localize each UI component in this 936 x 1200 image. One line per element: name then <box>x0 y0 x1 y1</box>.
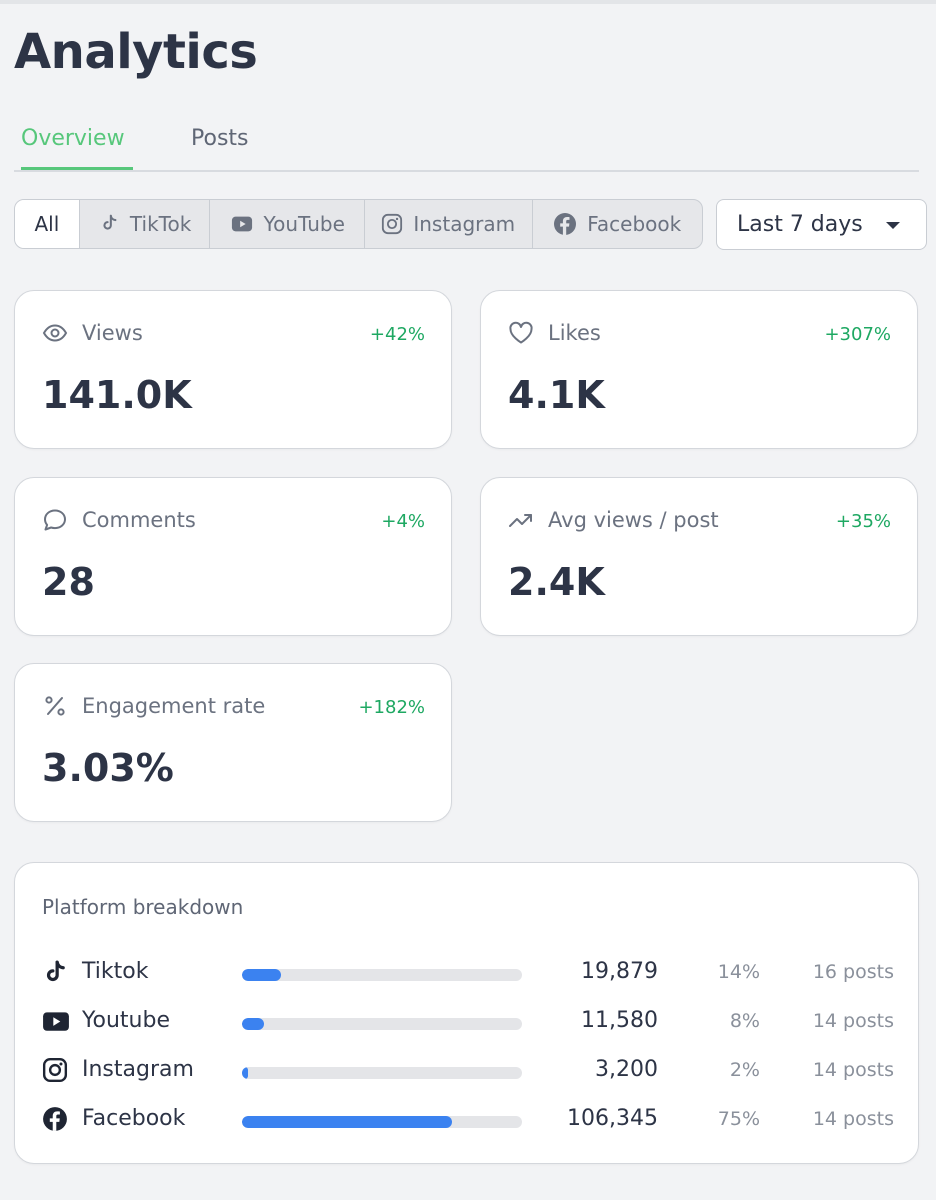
tab-posts[interactable]: Posts <box>191 126 249 151</box>
breakdown-bar-fill <box>242 1116 452 1128</box>
trend-up-icon <box>508 510 534 530</box>
metric-delta: +42% <box>369 324 425 345</box>
breakdown-percent: 75% <box>717 1108 760 1130</box>
comment-icon <box>42 508 68 532</box>
breakdown-count: 11,580 <box>581 1008 658 1033</box>
heart-icon <box>508 321 534 345</box>
breakdown-bar-track <box>242 1067 522 1079</box>
breakdown-percent: 14% <box>717 961 760 983</box>
metric-value: 2.4K <box>508 560 605 604</box>
instagram-icon <box>42 1057 68 1087</box>
metric-label: Likes <box>548 321 601 345</box>
breakdown-percent: 2% <box>729 1059 760 1081</box>
breakdown-count: 3,200 <box>595 1057 658 1082</box>
filter-all-label: All <box>34 212 60 236</box>
filter-youtube-label: YouTube <box>263 212 345 236</box>
filter-instagram[interactable]: Instagram <box>363 200 532 248</box>
caret-down-icon <box>886 222 900 229</box>
breakdown-bar-track <box>242 1116 522 1128</box>
breakdown-bar-fill <box>242 1018 265 1030</box>
breakdown-count: 19,879 <box>581 959 658 984</box>
filter-tiktok-label: TikTok <box>129 212 192 236</box>
breakdown-bar-fill <box>242 969 282 981</box>
facebook-icon <box>42 1106 68 1136</box>
breakdown-row-youtube: Youtube 11,580 8% 14 posts <box>42 1002 894 1042</box>
platform-filter: All TikTok YouTube Instagram Facebook <box>14 199 703 249</box>
metric-label: Avg views / post <box>548 508 719 532</box>
eye-icon <box>42 322 68 344</box>
breakdown-platform-name: Tiktok <box>82 959 149 984</box>
filter-all[interactable]: All <box>15 200 79 248</box>
breakdown-platform-name: Youtube <box>82 1008 170 1033</box>
percent-icon <box>42 695 68 717</box>
breakdown-posts: 14 posts <box>812 1059 894 1081</box>
metric-delta: +4% <box>381 511 425 532</box>
filter-instagram-label: Instagram <box>413 212 516 236</box>
filter-facebook[interactable]: Facebook <box>531 200 703 248</box>
filter-facebook-label: Facebook <box>587 212 682 236</box>
breakdown-row-facebook: Facebook 106,345 75% 14 posts <box>42 1100 894 1140</box>
breakdown-row-tiktok: Tiktok 19,879 14% 16 posts <box>42 953 894 993</box>
metric-delta: +35% <box>835 511 891 532</box>
breakdown-percent: 8% <box>729 1010 760 1032</box>
metric-delta: +307% <box>824 324 891 345</box>
facebook-icon <box>553 212 577 236</box>
breakdown-posts: 14 posts <box>812 1108 894 1130</box>
metric-card-likes: Likes +307% 4.1K <box>480 290 918 449</box>
metric-card-avg-views: Avg views / post +35% 2.4K <box>480 477 918 636</box>
breakdown-row-instagram: Instagram 3,200 2% 14 posts <box>42 1051 894 1091</box>
tab-overview[interactable]: Overview <box>21 126 133 170</box>
breakdown-bar-track <box>242 969 522 981</box>
breakdown-title: Platform breakdown <box>42 895 244 919</box>
metric-label: Comments <box>82 508 196 532</box>
tab-bar: Overview Posts <box>14 120 919 172</box>
platform-breakdown-card: Platform breakdown Tiktok 19,879 14% 16 … <box>14 862 919 1164</box>
tiktok-icon <box>98 213 120 235</box>
metric-card-engagement: Engagement rate +182% 3.03% <box>14 663 452 822</box>
date-range-select[interactable]: Last 7 days <box>716 199 927 250</box>
date-range-value: Last 7 days <box>737 212 863 237</box>
breakdown-posts: 16 posts <box>812 961 894 983</box>
top-divider <box>0 0 936 4</box>
metric-value: 141.0K <box>42 373 192 417</box>
metric-value: 28 <box>42 560 95 604</box>
instagram-icon <box>381 213 403 235</box>
metric-value: 3.03% <box>42 746 174 790</box>
metric-value: 4.1K <box>508 373 605 417</box>
youtube-icon <box>230 213 254 235</box>
breakdown-platform-name: Instagram <box>82 1057 194 1082</box>
breakdown-platform-name: Facebook <box>82 1106 186 1131</box>
breakdown-bar-track <box>242 1018 522 1030</box>
metric-label: Engagement rate <box>82 694 266 718</box>
metric-card-views: Views +42% 141.0K <box>14 290 452 449</box>
youtube-icon <box>42 1008 70 1038</box>
breakdown-count: 106,345 <box>567 1106 658 1131</box>
page-title: Analytics <box>14 24 258 80</box>
tiktok-icon <box>42 959 68 991</box>
breakdown-posts: 14 posts <box>812 1010 894 1032</box>
breakdown-bar-fill <box>242 1067 248 1079</box>
filter-tiktok[interactable]: TikTok <box>78 200 210 248</box>
filter-youtube[interactable]: YouTube <box>209 200 364 248</box>
metric-card-comments: Comments +4% 28 <box>14 477 452 636</box>
metric-delta: +182% <box>358 697 425 718</box>
metric-label: Views <box>82 321 143 345</box>
